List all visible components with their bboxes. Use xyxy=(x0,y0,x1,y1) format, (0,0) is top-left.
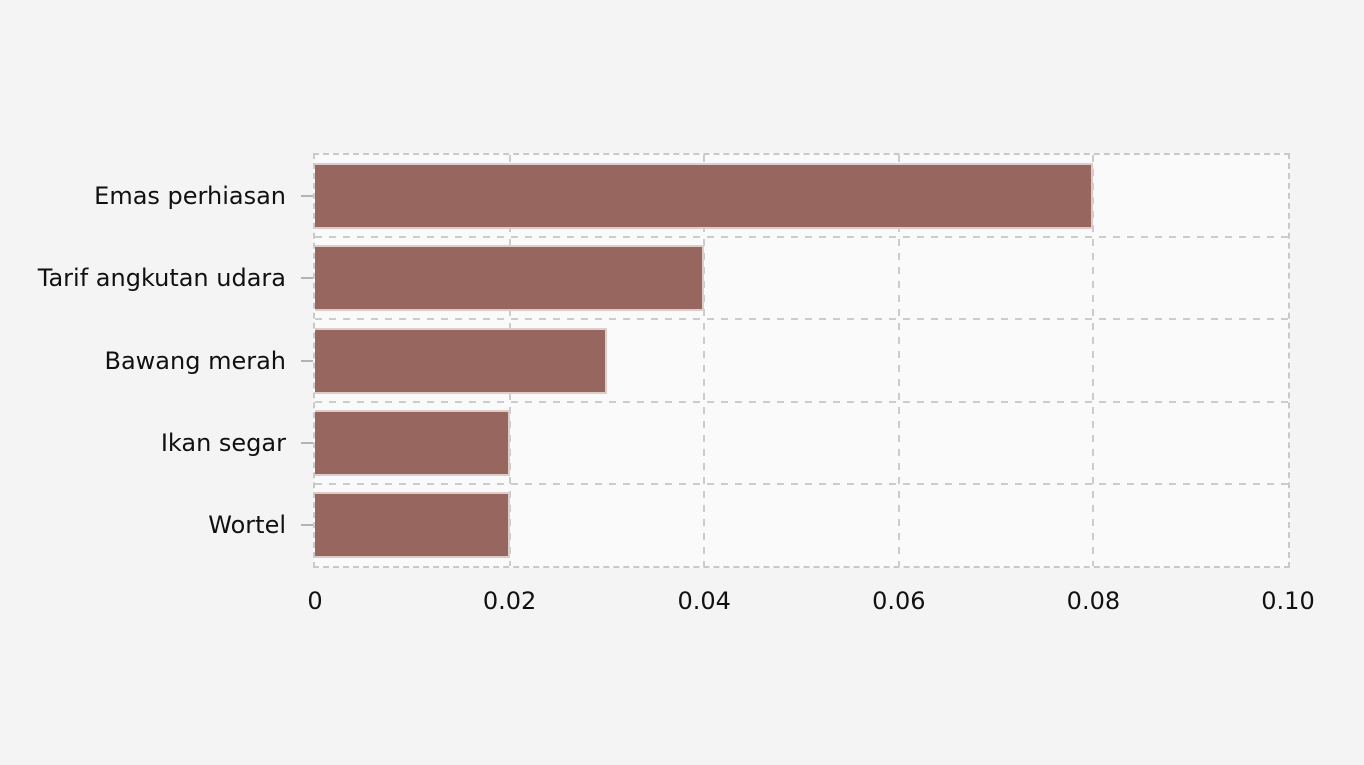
bar-emas-perhiasan xyxy=(315,163,1094,230)
category-label: Ikan segar xyxy=(160,428,286,457)
x-axis-tick-label: 0.02 xyxy=(482,587,537,615)
x-axis-tick-label: 0.10 xyxy=(1261,587,1315,615)
y-axis-tick-mark xyxy=(301,195,313,198)
bar-bawang-merah xyxy=(315,327,607,394)
vertical-gridline xyxy=(703,155,706,566)
y-axis-tick-mark xyxy=(301,441,313,444)
y-axis-tick-mark xyxy=(301,277,313,280)
x-axis-tick-label: 0.04 xyxy=(677,587,731,615)
horizontal-gridline xyxy=(315,400,1288,403)
plot-area xyxy=(313,153,1290,568)
y-axis-tick-mark xyxy=(301,359,313,362)
horizontal-gridline xyxy=(315,318,1288,321)
category-label: Wortel xyxy=(208,510,286,539)
x-axis-tick-label: 0.06 xyxy=(872,587,926,615)
vertical-gridline xyxy=(1092,155,1095,566)
bar-ikan-segar xyxy=(315,409,510,476)
horizontal-gridline xyxy=(315,236,1288,239)
x-axis-tick-label: 0.08 xyxy=(1066,587,1121,615)
vertical-gridline xyxy=(897,155,900,566)
horizontal-gridline xyxy=(315,482,1288,485)
category-label: Tarif angkutan udara xyxy=(37,264,286,293)
bar-tarif-angkutan-udara xyxy=(315,245,705,312)
category-label: Emas perhiasan xyxy=(94,182,286,211)
y-axis-tick-mark xyxy=(301,523,313,526)
category-label: Bawang merah xyxy=(104,346,286,375)
x-axis-tick-label: 0 xyxy=(307,587,323,615)
bar-wortel xyxy=(315,491,510,558)
